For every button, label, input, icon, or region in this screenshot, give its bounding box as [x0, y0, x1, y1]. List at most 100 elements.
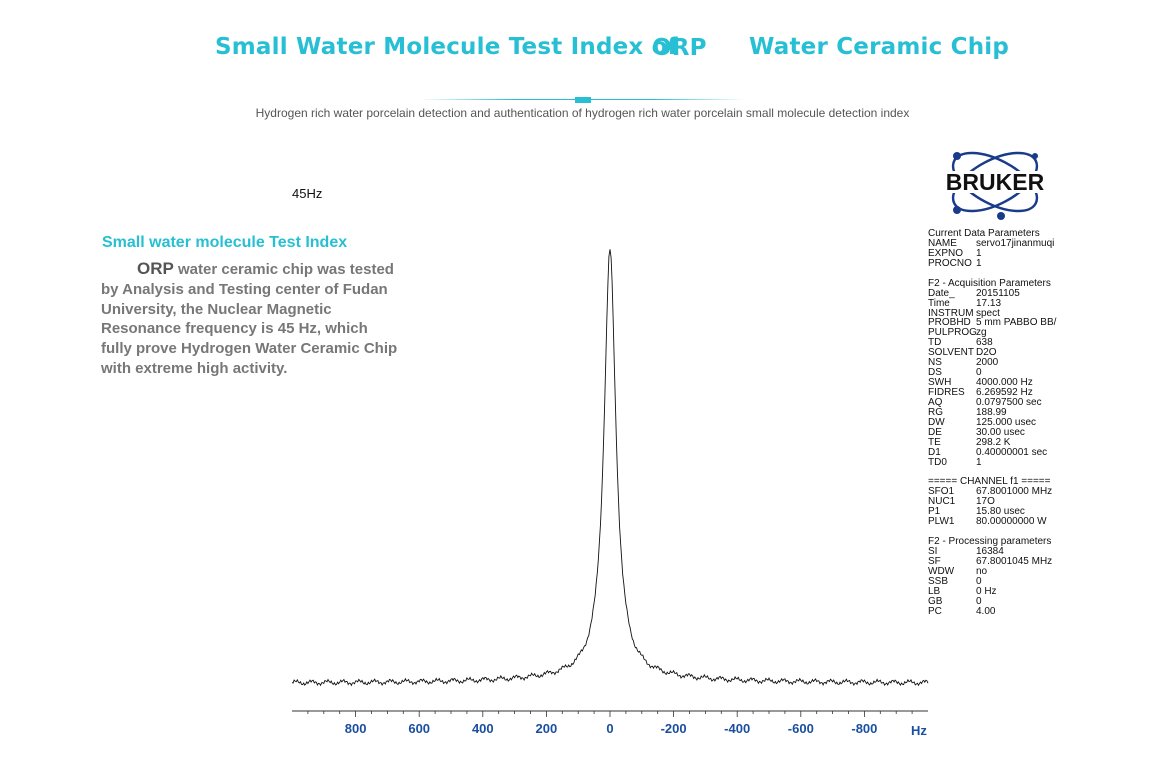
- param-key: RG: [928, 406, 943, 418]
- current-params-heading: Current Data Parameters: [928, 228, 1040, 239]
- param-key: SF: [928, 556, 941, 567]
- param-row: PROCNO 1: [928, 257, 1158, 269]
- param-value: 1: [976, 456, 982, 468]
- param-row: NAME servo17jinanmuqi: [928, 237, 1158, 249]
- x-tick-label: -200: [661, 721, 687, 736]
- param-row: D1 0.40000001 sec: [928, 446, 1158, 458]
- param-row: DW 125.000 usec: [928, 416, 1158, 428]
- param-value: 17.13: [976, 297, 1002, 309]
- description-text: water ceramic chip was tested by Analysi…: [101, 261, 398, 377]
- param-row: Time 17.13: [928, 297, 1158, 309]
- param-key: NAME: [928, 237, 957, 249]
- param-key: SWH: [928, 377, 952, 389]
- description-heading: Small water molecule Test Index: [102, 234, 348, 251]
- param-row: LB 0 Hz: [928, 585, 1158, 597]
- param-value: servo17jinanmuqi: [976, 237, 1055, 249]
- param-row: SI 16384: [928, 547, 1158, 557]
- acquisition-parameters-panel: Current Data Parameters NAME servo17jinan…: [928, 229, 1158, 617]
- channel-heading: ===== CHANNEL f1 =====: [928, 476, 1051, 488]
- decorative-line-left: [420, 99, 575, 100]
- param-value: 0.40000001 sec: [976, 446, 1048, 458]
- param-key: PULPROG: [928, 327, 977, 339]
- proc-params-heading: F2 - Processing parameters: [928, 536, 1052, 548]
- param-value: 20151105: [976, 287, 1020, 299]
- param-key: Date_: [928, 287, 955, 299]
- param-value: 4000.000 Hz: [976, 377, 1033, 389]
- param-row: NUC1 17O: [928, 497, 1158, 507]
- param-value: 1: [976, 247, 982, 259]
- param-row: TE 298.2 K: [928, 436, 1158, 448]
- param-value: 5 mm PABBO BB/: [976, 317, 1057, 329]
- param-value: 4.00: [976, 605, 996, 617]
- param-value: spect: [976, 307, 1000, 319]
- param-key: SFO1: [928, 486, 955, 498]
- param-key: DW: [928, 416, 945, 428]
- param-value: 16384: [976, 546, 1004, 558]
- param-value: D2O: [976, 347, 997, 359]
- logo-text: BRUKER: [946, 169, 1045, 195]
- param-row: AQ 0.0797500 sec: [928, 396, 1158, 408]
- x-tick-label: 0: [606, 721, 613, 736]
- title-part-1: Small Water Molecule Test Index of: [215, 34, 678, 60]
- param-value: 0: [976, 575, 982, 587]
- param-row: DS 0: [928, 368, 1158, 378]
- param-key: LB: [928, 585, 941, 597]
- param-value: 298.2 K: [976, 436, 1011, 448]
- atom-orbit-icon: [951, 151, 1039, 220]
- param-row: GB 0: [928, 595, 1158, 607]
- decorative-block: [575, 97, 591, 103]
- x-tick-label: -800: [851, 721, 877, 736]
- param-row: WDW no: [928, 565, 1158, 577]
- param-key: FIDRES: [928, 387, 965, 399]
- param-key: INSTRUM: [928, 307, 974, 319]
- x-tick-label: 200: [536, 721, 558, 736]
- param-row: SFO1 67.8001000 MHz: [928, 487, 1158, 497]
- param-value: zg: [976, 327, 987, 339]
- param-key: DS: [928, 367, 942, 379]
- param-value: 0: [976, 595, 982, 607]
- param-key: AQ: [928, 396, 943, 408]
- param-key: EXPNO: [928, 247, 964, 259]
- x-tick-label: 400: [472, 721, 494, 736]
- param-key: PLW1: [928, 516, 955, 528]
- param-row: PROBHD 5 mm PABBO BB/: [928, 318, 1158, 328]
- param-value: 67.8001000 MHz: [976, 486, 1053, 498]
- decorative-line-right: [591, 99, 746, 100]
- param-key: D1: [928, 446, 941, 458]
- param-value: 0: [976, 367, 982, 379]
- bruker-logo: BRUKER: [927, 151, 1063, 220]
- param-key: SOLVENT: [928, 347, 974, 359]
- x-tick-label: 800: [345, 721, 367, 736]
- param-value: 17O: [976, 496, 995, 508]
- title-orp: ORP: [652, 35, 707, 61]
- x-axis-label: Hz: [911, 723, 927, 738]
- spectrum-line: [291, 249, 929, 687]
- param-row: SWH 4000.000 Hz: [928, 378, 1158, 388]
- description-body: ORP water ceramic chip was tested by Ana…: [101, 259, 401, 379]
- param-row: SSB 0: [928, 575, 1158, 587]
- param-value: 0 Hz: [976, 585, 997, 597]
- param-key: TE: [928, 436, 941, 448]
- param-value: 15.80 usec: [976, 506, 1025, 518]
- param-value: no: [976, 565, 988, 577]
- param-value: 1: [976, 257, 982, 269]
- param-value: 2000: [976, 357, 999, 369]
- param-value: 0.0797500 sec: [976, 396, 1042, 408]
- param-row: INSTRUM spect: [928, 307, 1158, 319]
- param-key: PC: [928, 605, 942, 617]
- param-key: TD0: [928, 456, 947, 468]
- param-row: Date_ 20151105: [928, 287, 1158, 299]
- param-value: 638: [976, 337, 993, 349]
- param-key: SSB: [928, 575, 949, 587]
- param-key: WDW: [928, 565, 955, 577]
- param-key: PROCNO: [928, 257, 972, 269]
- param-row: SOLVENT D2O: [928, 348, 1158, 358]
- param-value: 80.00000000 W: [976, 516, 1047, 528]
- param-row: PC 4.00: [928, 605, 1158, 617]
- param-key: SI: [928, 546, 938, 558]
- param-row: PULPROG zg: [928, 328, 1158, 338]
- param-value: 125.000 usec: [976, 416, 1037, 428]
- param-row: FIDRES 6.269592 Hz: [928, 388, 1158, 398]
- peak-width-label: 45Hz: [292, 186, 323, 201]
